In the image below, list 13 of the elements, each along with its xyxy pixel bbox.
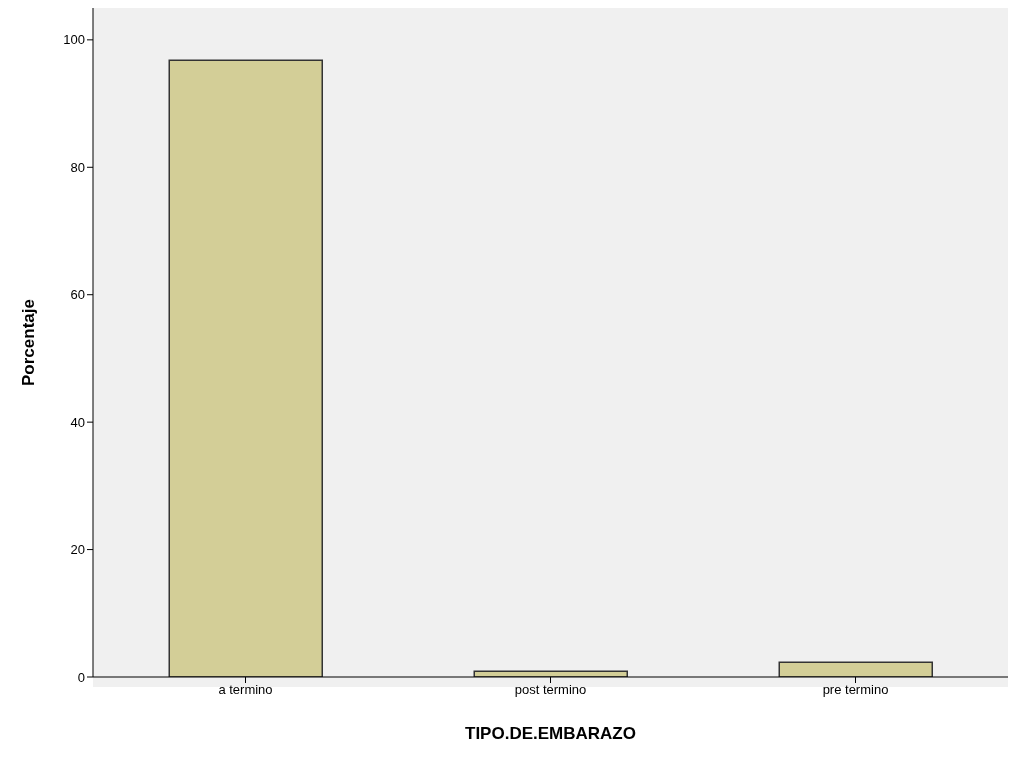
bar xyxy=(168,59,323,677)
y-tick-label: 40 xyxy=(70,414,85,430)
bar xyxy=(778,661,933,677)
y-tick-label: 100 xyxy=(63,32,85,48)
y-tick-label: 20 xyxy=(70,542,85,558)
y-axis-title: Porcentaje xyxy=(19,299,39,386)
x-tick-label: a termino xyxy=(218,682,273,698)
x-tick-label: post termino xyxy=(514,682,587,698)
x-tick-label: pre termino xyxy=(822,682,889,698)
y-tick-label: 60 xyxy=(70,287,85,303)
x-axis-title: TIPO.DE.EMBARAZO xyxy=(465,724,636,743)
y-tick-label: 0 xyxy=(77,669,85,685)
y-tick-label: 80 xyxy=(70,159,85,175)
